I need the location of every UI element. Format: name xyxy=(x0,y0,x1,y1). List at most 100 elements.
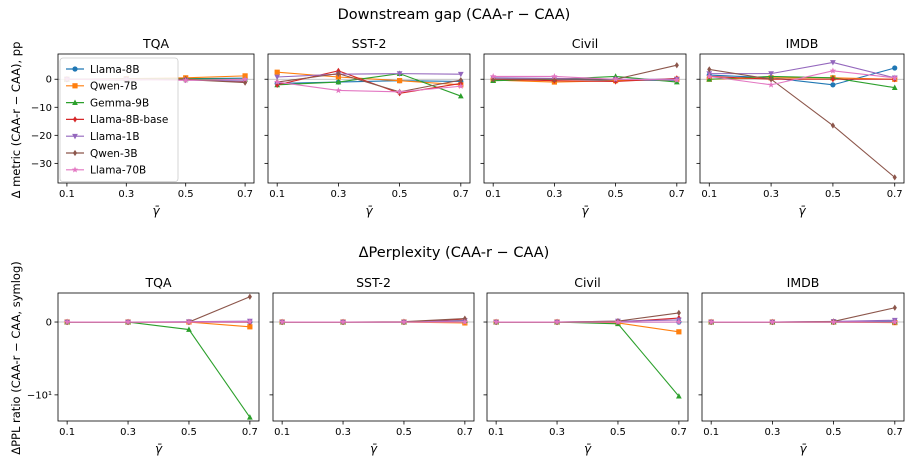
point-llama-70b-0.5 xyxy=(614,318,622,325)
point-llama-70b-0.1 xyxy=(706,73,713,80)
point-llama-1b-0.7 xyxy=(457,71,464,78)
point-llama-70b-0.7 xyxy=(675,318,683,325)
panel-title-tqa-ppl: TQA xyxy=(144,275,171,290)
panel-frame xyxy=(699,53,905,184)
panel-frame xyxy=(483,53,687,184)
panel-imdb-gap: IMDB 0.1 0.3 0.5 0.7 γ̄ xyxy=(696,36,905,218)
legend-marker-llama-1b xyxy=(72,133,78,140)
legend-label-llama-70b: Llama-70B xyxy=(90,165,146,177)
y-tick-label: 0 xyxy=(46,75,52,86)
series-line-qwen-3b xyxy=(711,307,895,323)
point-llama-70b-0.3 xyxy=(553,318,561,325)
x-tick-label: 0.1 xyxy=(59,189,75,200)
series-line-qwen-7b xyxy=(496,321,679,333)
x-axis-label: γ̄ xyxy=(584,442,592,456)
point-qwen-3b-0.1 xyxy=(707,66,712,73)
series-line-qwen-3b xyxy=(709,68,896,178)
series-line-llama-70b xyxy=(277,81,461,93)
point-llama-70b-0.7 xyxy=(241,75,249,82)
point-llama-70b-0.3 xyxy=(124,318,132,325)
legend-box xyxy=(59,57,179,182)
top-ylabel: Δ metric (CAA-r − CAA), pp xyxy=(9,42,23,199)
point-llama-70b-0.1 xyxy=(273,78,281,85)
x-tick-label: 0.3 xyxy=(549,427,565,438)
point-gemma-9b-0.7 xyxy=(247,414,253,420)
x-tick-label: 0.7 xyxy=(242,427,258,438)
point-qwen-3b-0.3 xyxy=(336,70,341,77)
point-qwen-3b-0.7 xyxy=(674,62,679,69)
panel-frame xyxy=(267,53,471,184)
point-qwen-3b-0.7 xyxy=(676,309,681,317)
panel-frame xyxy=(701,292,905,422)
x-tick-label: 0.1 xyxy=(488,427,504,438)
panel-frame xyxy=(486,292,689,422)
panel-title-civil-gap: Civil xyxy=(572,36,599,51)
series-line-llama-1b xyxy=(277,73,461,78)
legend-entry-llama-70b: Llama-70B xyxy=(66,165,146,177)
panel-title-civil-ppl: Civil xyxy=(574,275,601,290)
point-llama-70b-0.7 xyxy=(673,76,681,83)
x-tick-label: 0.1 xyxy=(59,427,75,438)
point-gemma-9b-0.3 xyxy=(335,78,342,85)
legend-label-llama-8b-base: Llama-8B-base xyxy=(90,114,168,126)
point-llama-70b-0.7 xyxy=(457,82,465,89)
panel-frame xyxy=(272,292,475,422)
point-llama-70b-0.5 xyxy=(612,75,619,82)
point-llama-1b-0.3 xyxy=(768,71,774,77)
x-tick-label: 0.5 xyxy=(608,189,624,200)
point-llama-70b-0.7 xyxy=(891,318,899,325)
x-tick-label: 0.1 xyxy=(701,189,717,200)
bottom-ylabel: ΔPPL ratio (CAA-r − CAA, symlog) xyxy=(9,261,23,455)
legend-label-qwen-7b: Qwen-7B xyxy=(90,81,138,93)
series-line-llama-1b xyxy=(709,61,895,79)
x-tick-label: 0.7 xyxy=(453,189,469,200)
series-line-gemma-9b xyxy=(277,73,462,97)
point-llama-1b-0.1 xyxy=(274,74,281,81)
y-tick-label: −10 xyxy=(31,103,52,114)
y-tick-label: −30 xyxy=(31,159,52,170)
point-llama-8b-0.7 xyxy=(892,65,898,71)
y-tick-label: −10¹ xyxy=(27,390,52,401)
panel-imdb-ppl: IMDB 0.1 0.3 0.5 0.7 γ̄ xyxy=(698,275,905,456)
point-llama-70b-0.3 xyxy=(767,81,775,88)
series-line-qwen-3b xyxy=(493,64,677,80)
legend-marker-llama-8b-base xyxy=(72,116,78,123)
point-llama-70b-0.1 xyxy=(707,318,715,325)
series-line-llama-8b xyxy=(277,80,461,84)
x-tick-label: 0.5 xyxy=(825,189,841,200)
y-tick-label: 0 xyxy=(46,318,52,329)
x-tick-label: 0.3 xyxy=(546,189,562,200)
point-llama-70b-0.5 xyxy=(182,76,189,84)
panels: TQA 0.1 0.3 0.5 0.7 γ̄ 0 −10 −20 −30 SST-2 0.1 0.3 0.… xyxy=(27,36,905,456)
point-llama-8b-base-0.5 xyxy=(830,76,835,83)
point-llama-70b-0.7 xyxy=(461,318,469,325)
x-tick-label: 0.3 xyxy=(763,189,779,200)
point-llama-70b-0.1 xyxy=(489,73,497,80)
legend-label-qwen-3b: Qwen-3B xyxy=(90,148,138,160)
point-qwen-3b-0.7 xyxy=(462,315,467,322)
point-qwen-3b-0.5 xyxy=(830,122,835,129)
point-qwen-3b-0.7 xyxy=(247,293,252,300)
point-qwen-3b-0.3 xyxy=(769,76,774,83)
point-llama-70b-0.5 xyxy=(400,318,408,325)
series-line-gemma-9b xyxy=(67,321,251,418)
x-tick-label: 0.1 xyxy=(485,189,501,200)
x-tick-label: 0.5 xyxy=(610,427,626,438)
point-qwen-3b-0.7 xyxy=(243,79,248,86)
point-llama-70b-0.1 xyxy=(278,318,286,325)
point-llama-70b-0.1 xyxy=(63,318,71,325)
x-tick-label: 0.3 xyxy=(118,189,134,200)
legend-marker-llama-8b xyxy=(72,66,78,72)
point-llama-1b-0.5 xyxy=(396,71,403,77)
series-line-gemma-9b xyxy=(496,321,680,397)
panel-sst-2-ppl: SST-2 0.1 0.3 0.5 0.7 γ̄ xyxy=(269,275,475,456)
point-qwen-7b-0.1 xyxy=(274,69,280,75)
legend-entry-gemma-9b: Gemma-9B xyxy=(66,97,149,109)
legend-label-llama-1b: Llama-1B xyxy=(90,131,140,143)
series-line-qwen-3b xyxy=(67,296,251,323)
x-tick-label: 0.7 xyxy=(887,427,903,438)
x-axis-label: γ̄ xyxy=(365,204,373,218)
legend-entry-qwen-7b: Qwen-7B xyxy=(66,81,138,93)
point-llama-70b-0.3 xyxy=(339,318,347,325)
legend-entry-llama-1b: Llama-1B xyxy=(66,131,140,143)
